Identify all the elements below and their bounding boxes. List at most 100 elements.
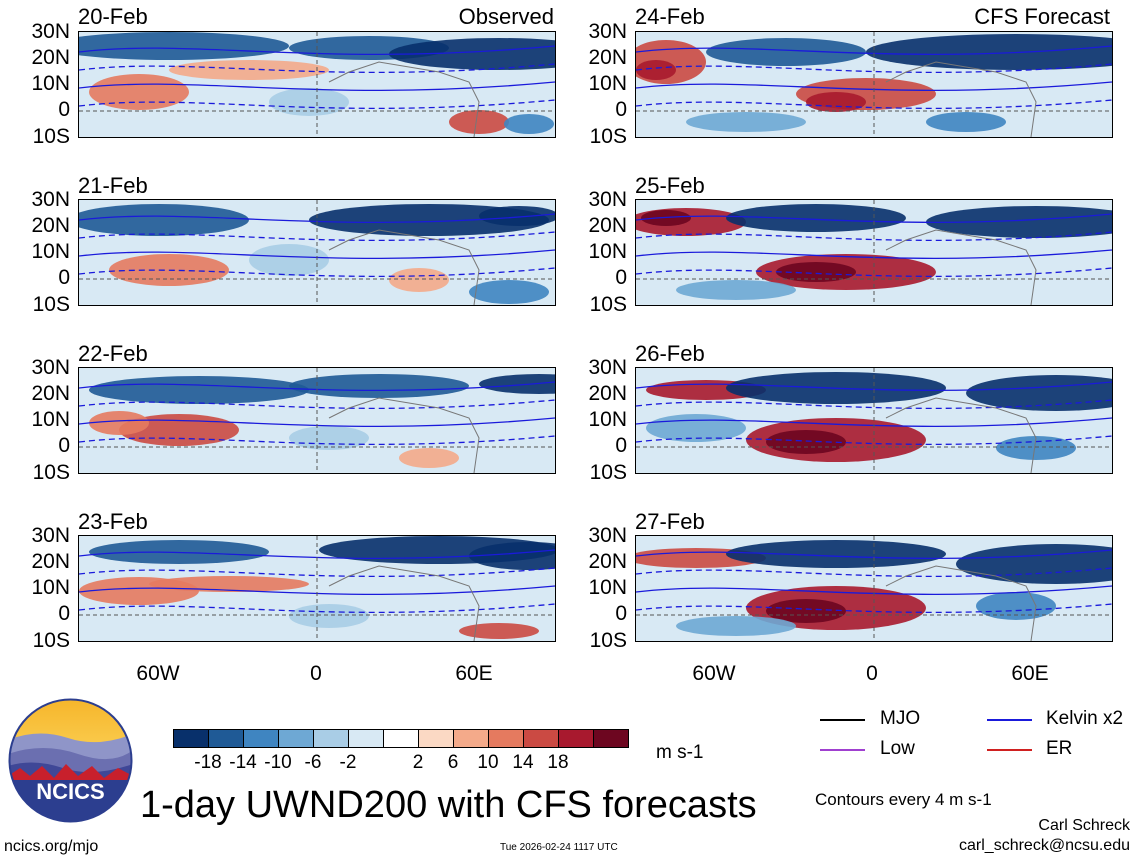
wind-anomaly-region [686,112,806,132]
wind-anomaly-region [966,375,1112,411]
map-panel [635,367,1113,474]
wind-anomaly-region [269,88,349,116]
kelvin-contour [79,399,555,409]
latitude-label: 10N [588,408,627,431]
map-panel [78,367,556,474]
lon-label-60e-left: 60E [455,662,493,685]
panel-date-21feb: 21-Feb [78,173,148,198]
colorbar-tick-label: 6 [447,752,459,773]
latitude-label: 30N [31,188,70,211]
coastline [328,397,480,473]
latitude-label: 30N [31,356,70,379]
latitude-label: 10S [589,293,627,316]
latitude-label: 0 [58,434,70,457]
panel-date-22feb: 22-Feb [78,341,148,366]
colorbar-swatch [593,729,629,748]
kelvin-contour [79,549,555,559]
kelvin-contour [636,567,1112,577]
wind-anomaly-region [289,604,369,628]
wind-anomaly-region [469,280,549,304]
panel-date-25feb: 25-Feb [635,173,705,198]
latitude-label: 20N [588,550,627,573]
wind-anomaly-region [79,32,289,60]
wind-anomaly-region [389,268,449,292]
kelvin-contour [636,81,1112,91]
wind-anomaly-region [676,616,796,636]
lon-label-0-left: 0 [310,662,322,685]
wind-anomaly-region [706,38,866,66]
legend-line-er [987,749,1032,751]
kelvin-contour [636,417,1112,427]
wind-anomaly-region [926,206,1112,238]
wind-anomaly-region [79,204,249,236]
wind-anomaly-region [976,592,1056,620]
kelvin-contour [636,231,1112,241]
colorbar-swatch [383,729,419,748]
colorbar-swatch [488,729,524,748]
colorbar-swatch [173,729,209,748]
wind-anomaly-region [89,411,149,435]
colorbar-swatch [278,729,314,748]
coastline [328,565,480,641]
map-panel [78,31,556,138]
colorbar-swatch [313,729,349,748]
kelvin-contour [636,45,1112,55]
kelvin-contour [79,63,555,73]
author-email[interactable]: carl_schreck@ncsu.edu [959,837,1130,854]
legend-label-low: Low [880,738,915,759]
wind-anomaly-region [89,74,189,110]
lon-label-0-right: 0 [866,662,878,685]
latitude-label: 10S [32,125,70,148]
colorbar-swatch [558,729,594,748]
map-panel [635,31,1113,138]
latitude-label: 0 [615,98,627,121]
wind-anomaly-region [289,374,469,398]
wind-anomaly-region [479,374,555,394]
contour-note: Contours every 4 m s-1 [815,790,992,809]
wind-anomaly-region [459,623,539,639]
coastline [885,229,1037,305]
forecast-header: CFS Forecast [974,4,1110,29]
panel-date-26feb: 26-Feb [635,341,705,366]
panel-date-24feb: 24-Feb [635,4,705,29]
latitude-label: 0 [58,98,70,121]
colorbar-tick-label: -2 [339,752,357,773]
colorbar-tick-label: 14 [512,752,534,773]
latitude-label: 10S [32,629,70,652]
kelvin-contour [636,435,1112,445]
coastline [328,61,480,137]
legend-line-mjo [820,719,865,721]
latitude-label: 0 [58,602,70,625]
author-name: Carl Schreck [1038,817,1130,834]
coastline [885,397,1037,473]
panel-date-27feb: 27-Feb [635,509,705,534]
kelvin-contour [636,381,1112,391]
kelvin-contour [79,99,555,109]
kelvin-contour [636,63,1112,73]
kelvin-contour [79,603,555,613]
kelvin-contour [636,585,1112,595]
latitude-label: 0 [615,434,627,457]
website-link[interactable]: ncics.org/mjo [4,838,99,855]
lon-label-60w-left: 60W [136,662,180,685]
latitude-label: 30N [31,20,70,43]
wind-anomaly-region [369,73,449,101]
wind-anomaly-region [399,448,459,468]
wind-anomaly-region [926,112,1006,132]
wind-anomaly-region [956,544,1112,584]
latitude-label: 20N [31,46,70,69]
kelvin-contour [636,549,1112,559]
latitude-label: 10N [588,72,627,95]
latitude-label: 20N [31,550,70,573]
map-panel [78,535,556,642]
wind-anomaly-region [776,262,856,282]
wind-anomaly-region [726,540,946,568]
latitude-label: 30N [588,20,627,43]
colorbar-swatch [523,729,559,748]
ncics-logo: NCICS [8,698,133,823]
latitude-label: 30N [588,524,627,547]
latitude-label: 10N [31,72,70,95]
kelvin-contour [79,267,555,277]
map-panel [635,535,1113,642]
wind-anomaly-region [866,34,1112,70]
